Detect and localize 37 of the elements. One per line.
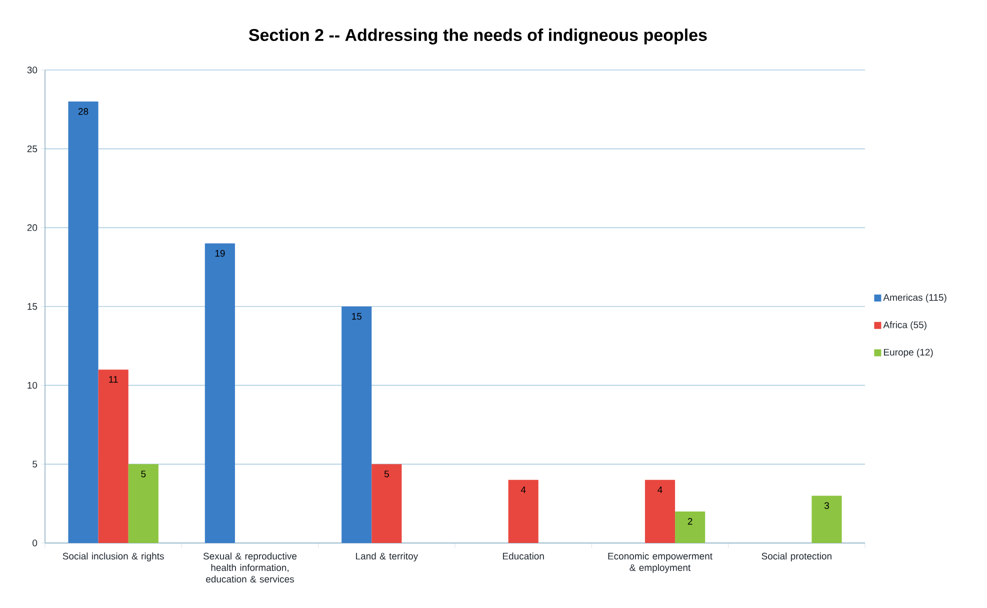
- x-tick-label: Social protection: [762, 552, 832, 562]
- data-label: 28: [78, 108, 88, 115]
- bar: [98, 370, 128, 543]
- y-tick-label: 20: [27, 224, 38, 232]
- legend-label: Europe (12): [884, 348, 933, 358]
- bar: [675, 511, 706, 543]
- bar: [508, 480, 538, 543]
- x-tick-label: Economic empowerment & employment: [608, 552, 712, 573]
- data-label: 3: [824, 502, 829, 509]
- bar: [644, 480, 676, 543]
- y-tick-label: 15: [28, 303, 38, 310]
- data-label: 5: [141, 470, 146, 478]
- y-tick-label: 10: [28, 382, 38, 389]
- bar: [812, 496, 842, 543]
- y-tick-label: 0: [32, 540, 38, 546]
- x-tick-label: Education: [502, 552, 544, 560]
- bar: [128, 464, 158, 543]
- bar: [372, 464, 402, 543]
- x-tick-label: Sexual & reproductive health information, education & services: [203, 552, 297, 583]
- legend-label: Africa (55): [883, 321, 926, 330]
- x-tick-label: Land & territoy: [356, 552, 418, 562]
- bar: [68, 102, 98, 543]
- data-label: 15: [352, 313, 362, 320]
- chart-title: Section 2 -- Addressing the needs of indigneous peoples: [248, 28, 707, 44]
- data-label: 4: [520, 486, 526, 493]
- data-label: 11: [109, 376, 118, 383]
- y-tick-label: 30: [27, 66, 38, 74]
- data-label: 19: [215, 250, 225, 257]
- legend-label: Americas (115): [883, 294, 946, 303]
- x-tick-label: Social inclusion & rights: [62, 552, 164, 562]
- bar: [342, 306, 372, 543]
- y-tick-label: 5: [32, 460, 38, 468]
- data-label: 4: [658, 486, 662, 493]
- bar: [204, 243, 235, 543]
- y-tick-label: 25: [27, 145, 38, 152]
- data-label: 2: [688, 518, 692, 525]
- data-label: 5: [384, 470, 389, 478]
